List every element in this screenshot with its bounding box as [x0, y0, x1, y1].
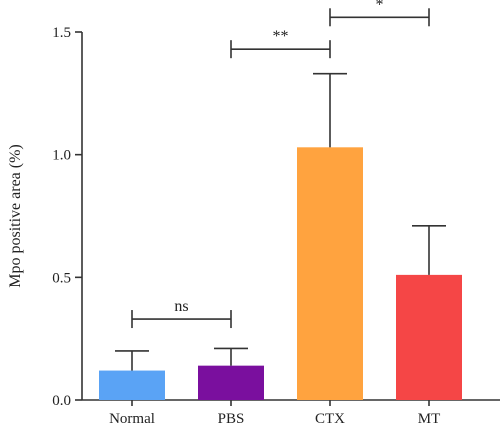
y-tick-label: 0.5 — [52, 270, 71, 286]
significance-brackets: ns*** — [131, 0, 430, 329]
bars — [99, 147, 462, 400]
significance-label: * — [376, 0, 384, 13]
x-tick-label: CTX — [315, 411, 345, 427]
significance-label: ns — [174, 298, 188, 315]
y-tick-label: 1.0 — [52, 148, 71, 164]
x-tick-label: MT — [418, 411, 441, 427]
y-tick-label: 0.0 — [52, 393, 71, 409]
bar — [297, 147, 363, 400]
bar — [198, 365, 264, 400]
bar — [396, 274, 462, 400]
y-tick-label: 1.5 — [52, 25, 71, 41]
bar — [99, 370, 165, 400]
significance-label: ** — [273, 28, 289, 45]
x-tick-label: PBS — [218, 411, 245, 427]
y-axis-title: Mpo positive area (%) — [7, 144, 24, 288]
error-bars — [115, 72, 446, 371]
x-tick-label: Normal — [109, 411, 155, 427]
